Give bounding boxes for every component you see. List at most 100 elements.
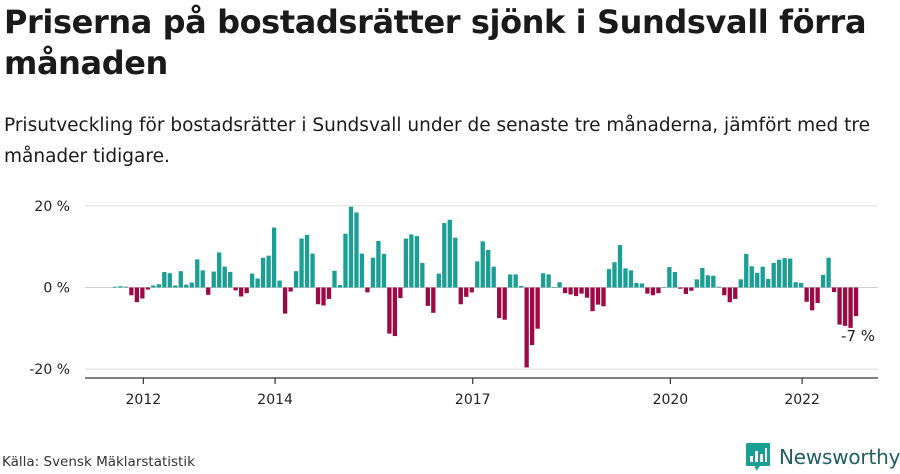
bar <box>140 287 145 299</box>
x-tick-label: 2022 <box>784 392 820 408</box>
bar <box>579 287 584 294</box>
bar <box>562 287 568 294</box>
x-tick-label: 2012 <box>126 392 162 408</box>
bar <box>326 287 332 299</box>
bar <box>557 282 562 288</box>
chart-subtitle: Prisutveckling för bostadsrätter i Sunds… <box>4 115 870 167</box>
bar <box>222 266 227 288</box>
bar <box>118 286 123 288</box>
bar <box>425 287 430 306</box>
bar <box>601 287 606 307</box>
bar <box>535 287 540 329</box>
bar <box>777 259 782 288</box>
bar <box>667 267 672 288</box>
bar <box>529 287 535 346</box>
bar <box>606 269 612 288</box>
bar <box>590 287 595 312</box>
bar <box>365 287 370 293</box>
bar <box>376 240 381 288</box>
bar <box>431 287 436 313</box>
bar <box>519 285 524 288</box>
bar <box>508 274 513 288</box>
bar <box>694 279 699 288</box>
x-tick-label: 2014 <box>257 392 293 408</box>
bar <box>282 287 288 314</box>
bar <box>831 287 837 292</box>
bar <box>337 285 343 288</box>
bar <box>250 273 255 288</box>
newsworthy-logo-icon <box>746 443 770 471</box>
bar <box>475 261 480 288</box>
chart-title: Priserna på bostadsrätter sjönk i Sundsv… <box>4 3 867 82</box>
y-tick-label: 20 % <box>34 199 70 215</box>
bar <box>766 278 771 288</box>
bar <box>184 284 189 288</box>
bar <box>217 252 222 288</box>
bar <box>760 266 765 288</box>
bar <box>260 257 266 288</box>
bar <box>447 219 452 288</box>
bars <box>112 206 859 368</box>
bar <box>502 287 507 320</box>
bar <box>755 272 760 288</box>
bar <box>793 282 798 288</box>
bar <box>617 245 623 288</box>
bar <box>134 287 140 303</box>
bar <box>359 253 365 288</box>
bar <box>195 259 200 288</box>
bar <box>442 223 447 288</box>
bar <box>650 287 656 296</box>
y-tick-label: -20 % <box>29 362 70 378</box>
brand-name: Newsworthy <box>779 445 900 469</box>
bar <box>112 286 118 288</box>
bar <box>705 275 710 288</box>
bar <box>551 287 557 288</box>
bar <box>343 233 348 288</box>
bar <box>683 287 689 295</box>
bar <box>771 263 776 288</box>
axes: 20 % 0 % -20 % 2012 2014 2017 2020 2022 -7 % <box>29 199 878 408</box>
source-note: Källa: Svensk Mäklarstatistik <box>2 454 195 470</box>
bar <box>233 287 238 291</box>
bar <box>464 287 469 297</box>
bar <box>354 212 359 288</box>
bar <box>167 273 172 288</box>
bar <box>271 227 277 288</box>
bar <box>162 272 167 288</box>
bar <box>321 287 326 306</box>
bar <box>700 267 705 288</box>
bar <box>409 234 414 288</box>
bar <box>672 272 678 288</box>
bar <box>782 258 787 288</box>
bar <box>689 287 694 291</box>
bar <box>288 287 293 292</box>
bar <box>826 257 831 288</box>
bar <box>842 287 848 326</box>
bar <box>820 274 826 288</box>
bar <box>420 263 425 288</box>
last-value-label: -7 % <box>841 327 875 345</box>
bar <box>540 273 546 288</box>
bar <box>200 270 205 288</box>
bar <box>623 268 628 288</box>
bar <box>568 287 573 295</box>
brand-logo: Newsworthy <box>745 441 900 473</box>
bar <box>310 253 315 288</box>
bar <box>722 287 727 296</box>
bar <box>145 287 150 290</box>
bar <box>639 283 645 288</box>
bar <box>370 257 376 288</box>
bar <box>749 266 754 288</box>
bar <box>480 241 485 288</box>
bar <box>524 287 529 368</box>
bar <box>738 279 743 288</box>
bar <box>244 287 249 294</box>
bar <box>661 287 667 288</box>
bar <box>711 275 716 288</box>
bar <box>387 287 392 334</box>
bar <box>436 273 441 288</box>
bar <box>716 286 721 288</box>
bar <box>414 236 419 288</box>
x-tick-label: 2017 <box>455 392 491 408</box>
bar <box>809 287 815 311</box>
